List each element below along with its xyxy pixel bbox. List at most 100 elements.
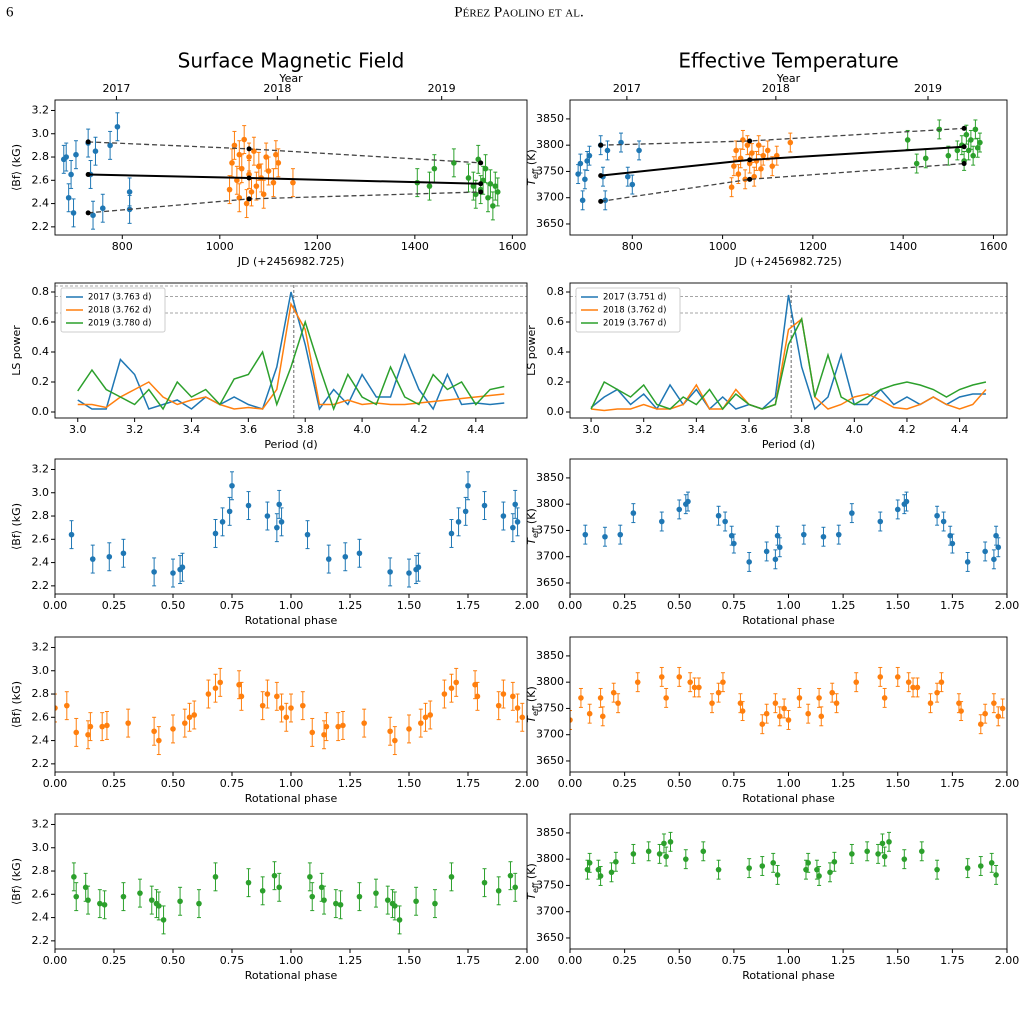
x-tick-label: 2.00 (995, 599, 1020, 612)
data-point (877, 518, 884, 525)
x-tick-label: 0.00 (558, 954, 583, 967)
data-point (760, 152, 767, 159)
data-point (814, 866, 820, 873)
x-tick-label: 0.00 (558, 599, 583, 612)
x-tick-label: 1.50 (397, 599, 422, 612)
data-point (968, 137, 974, 143)
data-point (68, 531, 75, 538)
y-tick-label: 0.8 (547, 285, 565, 298)
x-axis-label: Rotational phase (245, 969, 338, 982)
data-point (938, 679, 945, 685)
data-point (934, 512, 940, 519)
x-tick-label: 2.00 (515, 599, 540, 612)
data-point (746, 559, 752, 565)
data-point (816, 873, 822, 879)
error-bar (570, 710, 572, 730)
data-point (853, 679, 860, 685)
trend-point (598, 142, 604, 148)
x-tick-label: 0.25 (102, 954, 127, 967)
y-tick-label: 3.0 (32, 664, 50, 677)
data-point (827, 869, 833, 876)
x-tick-label: 1000 (206, 240, 234, 253)
data-point (448, 874, 455, 880)
data-point (263, 154, 269, 160)
x-tick-label: 1.00 (279, 599, 304, 612)
data-point (114, 123, 121, 130)
x-tick-label: 1200 (303, 240, 331, 253)
data-point (763, 710, 770, 717)
data-point (137, 890, 143, 896)
x-tick-label: 1600 (498, 240, 526, 253)
data-point (624, 173, 631, 180)
data-point (265, 168, 272, 174)
data-point (881, 695, 888, 701)
error-bar (55, 693, 57, 723)
data-point (392, 903, 398, 909)
data-point (495, 702, 502, 709)
data-point (733, 147, 739, 154)
trend-line (88, 141, 481, 164)
page-number: 6 (6, 4, 14, 20)
top-tick-label: 2019 (428, 82, 456, 95)
data-point (307, 874, 313, 880)
data-point (373, 890, 379, 896)
data-point (73, 151, 79, 158)
data-point (901, 856, 908, 862)
y-tick-label: 3700 (536, 905, 564, 918)
trend-point (246, 196, 252, 202)
data-point (656, 851, 663, 857)
trend-point (961, 144, 967, 150)
x-tick-label: 3.4 (688, 423, 706, 436)
data-point (615, 700, 621, 706)
data-point (577, 160, 584, 167)
data-point (927, 700, 934, 706)
top-axis-label: Year (278, 72, 303, 85)
y-axis-label: Teff (K) (525, 149, 540, 185)
data-point (879, 840, 886, 847)
data-point (448, 685, 455, 692)
data-point (914, 684, 921, 691)
data-point (800, 531, 807, 538)
data-point (104, 722, 110, 729)
top-tick-label: 2019 (914, 82, 942, 95)
y-label-unit: (K) (525, 149, 538, 168)
legend-label: 2019 (3.767 d) (603, 319, 666, 329)
data-point (676, 674, 683, 680)
data-point (196, 900, 202, 907)
data-point (392, 737, 398, 744)
data-point (586, 710, 593, 717)
data-point (934, 689, 940, 696)
y-tick-label: 3850 (536, 471, 564, 484)
y-tick-label: 2.2 (32, 934, 50, 947)
data-point (99, 723, 105, 730)
periodogram-line (77, 301, 505, 410)
axes-frame (569, 636, 1008, 773)
x-tick-label: 0.25 (102, 599, 127, 612)
data-point (387, 569, 393, 575)
running-head: Pérez Paolino et al. (454, 4, 583, 20)
y-axis-label: Teff (K) (525, 508, 540, 544)
data-point (894, 506, 901, 513)
data-point (774, 872, 781, 878)
data-point (325, 556, 332, 562)
data-point (759, 721, 766, 727)
x-tick-label: 3.6 (740, 423, 758, 436)
data-point (70, 210, 77, 216)
trend-point (85, 210, 91, 216)
data-point (246, 154, 252, 160)
data-point (582, 531, 589, 538)
x-tick-label: 1400 (401, 240, 429, 253)
trend-point (246, 175, 252, 181)
x-tick-label: 0.50 (667, 599, 692, 612)
x-tick-label: 1.00 (776, 777, 801, 790)
data-point (226, 186, 233, 193)
x-tick-label: 1.00 (279, 777, 304, 790)
y-tick-label: 3.2 (32, 640, 50, 653)
data-point (988, 860, 995, 866)
x-tick-label: 0.50 (161, 599, 186, 612)
y-tick-label: 0.8 (32, 285, 50, 298)
data-point (485, 194, 491, 201)
x-tick-label: 1600 (979, 240, 1007, 253)
x-axis-label: Rotational phase (245, 792, 338, 805)
data-point (905, 679, 912, 685)
